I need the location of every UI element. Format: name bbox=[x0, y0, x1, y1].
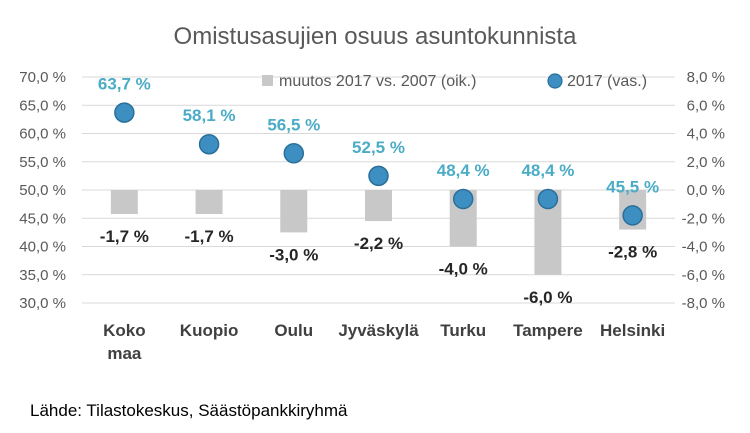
right-tick-label: -2,0 % bbox=[682, 210, 725, 227]
right-tick-label: -6,0 % bbox=[682, 267, 725, 284]
bar bbox=[195, 190, 223, 215]
point-data-label: 56,5 % bbox=[267, 115, 320, 134]
right-tick-label: -8,0 % bbox=[682, 295, 725, 312]
point bbox=[537, 188, 559, 210]
category-label: maa bbox=[107, 344, 142, 363]
right-tick-label: 6,0 % bbox=[687, 97, 725, 114]
left-tick-label: 50,0 % bbox=[19, 182, 66, 199]
left-tick-label: 30,0 % bbox=[19, 295, 66, 312]
point-data-label: 63,7 % bbox=[98, 75, 151, 94]
chart-title: Omistusasujien osuus asuntokunnista bbox=[174, 23, 578, 50]
bar bbox=[280, 190, 308, 233]
bar-data-label: -2,2 % bbox=[354, 234, 403, 253]
point bbox=[368, 165, 389, 187]
point bbox=[198, 133, 220, 155]
left-tick-label: 70,0 % bbox=[19, 69, 66, 86]
right-tick-label: -4,0 % bbox=[682, 239, 725, 256]
category-labels: Koko maa Kuopio Oulu Jyväskylä Turku Tampere He… bbox=[103, 321, 665, 363]
point-data-label: 58,1 % bbox=[183, 106, 236, 125]
left-tick-label: 35,0 % bbox=[19, 267, 66, 284]
point-data-label: 45,5 % bbox=[606, 177, 659, 196]
bar-data-label: -2,8 % bbox=[608, 243, 657, 262]
category-label: Kuopio bbox=[180, 321, 239, 340]
point-series bbox=[114, 102, 643, 226]
left-tick-label: 65,0 % bbox=[19, 97, 66, 114]
left-tick-label: 45,0 % bbox=[19, 210, 66, 227]
right-tick-label: 8,0 % bbox=[687, 69, 725, 86]
bar-data-label: -1,7 % bbox=[185, 227, 234, 246]
source-note: Lähde: Tilastokeskus, Säästöpankkiryhmä bbox=[30, 401, 348, 420]
left-tick-label: 40,0 % bbox=[19, 239, 66, 256]
category-label: Oulu bbox=[274, 321, 313, 340]
left-tick-label: 55,0 % bbox=[19, 154, 66, 171]
category-label: Helsinki bbox=[600, 321, 665, 340]
bar-data-label: -6,0 % bbox=[523, 288, 572, 307]
right-tick-label: 4,0 % bbox=[687, 126, 725, 143]
right-tick-label: 2,0 % bbox=[687, 154, 725, 171]
bar-data-label: -1,7 % bbox=[100, 227, 149, 246]
left-tick-label: 60,0 % bbox=[19, 126, 66, 143]
point-data-label: 48,4 % bbox=[437, 161, 490, 180]
right-tick-label: 0,0 % bbox=[687, 182, 725, 199]
point bbox=[622, 205, 643, 226]
data-labels: 63,7 % 58,1 % 56,5 % 52,5 % 48,4 % 48,4 % 45,5… bbox=[98, 75, 659, 307]
bar bbox=[110, 190, 138, 215]
category-label: Turku bbox=[440, 321, 486, 340]
category-label: Jyväskylä bbox=[338, 321, 419, 340]
legend: muutos 2017 vs. 2007 (oik.) 2017 (vas.) bbox=[262, 73, 647, 90]
bar-data-label: -3,0 % bbox=[269, 245, 318, 264]
legend-bar-label: muutos 2017 vs. 2007 (oik.) bbox=[279, 73, 476, 90]
bar bbox=[365, 190, 392, 222]
legend-point-swatch bbox=[547, 73, 563, 89]
legend-point-label: 2017 (vas.) bbox=[567, 73, 647, 90]
right-axis: -8,0 % -6,0 % -4,0 % -2,0 % 0,0 % 2,0 % 4,0 % 6… bbox=[682, 69, 725, 312]
point bbox=[114, 102, 135, 123]
point-data-label: 52,5 % bbox=[352, 138, 405, 157]
category-label: Tampere bbox=[513, 321, 583, 340]
category-label: Koko bbox=[103, 321, 146, 340]
point bbox=[452, 188, 474, 210]
point bbox=[283, 143, 305, 164]
bar-data-label: -4,0 % bbox=[439, 260, 488, 279]
point-data-label: 48,4 % bbox=[521, 161, 574, 180]
legend-bar-swatch bbox=[262, 75, 273, 86]
left-axis: 30,0 % 35,0 % 40,0 % 45,0 % 50,0 % 55,0 % 60,0… bbox=[19, 69, 66, 312]
